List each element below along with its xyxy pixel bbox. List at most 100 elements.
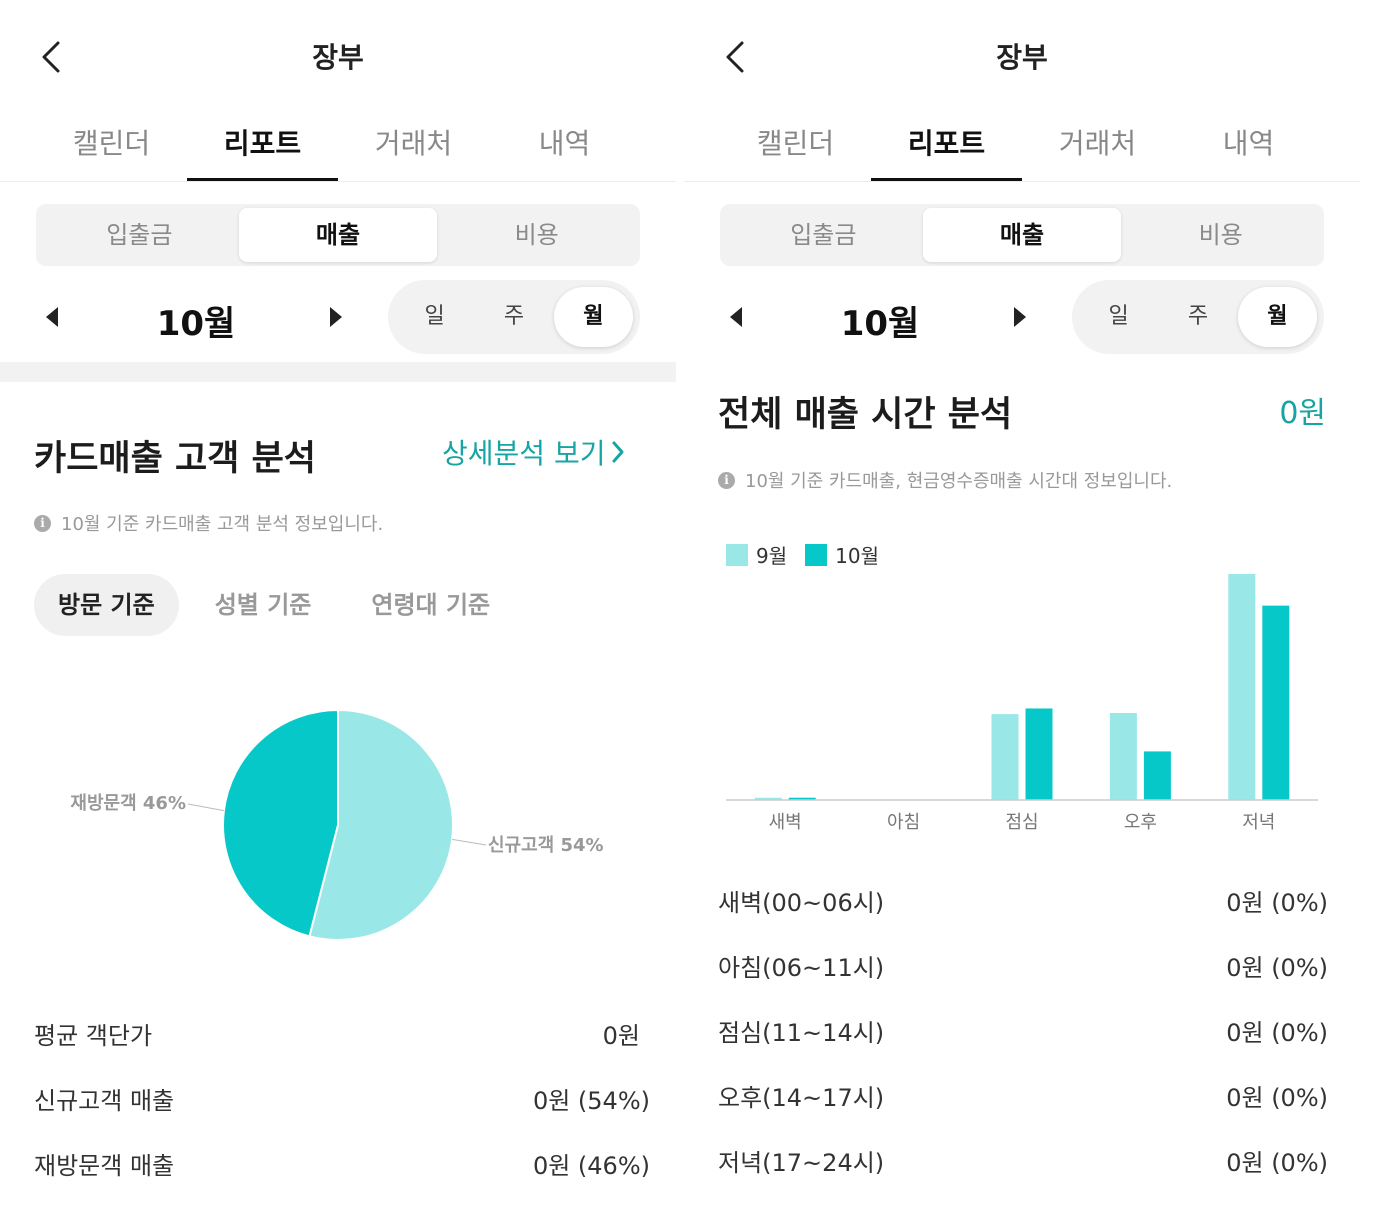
summary-label: 신규고객 매출 [34,1087,175,1115]
period-week[interactable]: 주 [503,304,525,329]
summary-value: 0원 (46%) [532,1152,650,1180]
header: 장부 [0,0,676,110]
summary-label: 새벽(00~06시) [718,889,885,917]
summary-label: 점심(11~14시) [718,1019,885,1047]
pie-svg: 신규고객 54% 재방문객 46% [70,708,604,941]
time-summary-list: 새벽(00~06시) 0원 (0%) 아침(06~11시) 0원 (0%) 점심… [718,868,1328,1193]
bar-sep-3 [1109,712,1137,800]
caret-left-icon[interactable] [730,307,744,327]
tab-partners[interactable]: 거래처 [374,127,453,160]
tab-report[interactable]: 리포트 [187,112,338,182]
summary-label: 평균 객단가 [34,1022,153,1050]
caret-right-icon[interactable] [1012,307,1026,327]
period-toggle: 일 주 월 [388,280,640,354]
chevron-right-icon [612,441,624,463]
tab-report[interactable]: 리포트 [871,112,1022,182]
header: 장부 [684,0,1360,110]
summary-row: 새벽(00~06시) 0원 (0%) [718,868,1328,933]
right-screen: 장부 캘린더 리포트 거래처 내역 입출금 매출 비용 10월 일 주 월 전체… [684,0,1360,1215]
legend-item: 9월 [726,540,787,569]
summary-value: 0원 (0%) [1226,1149,1328,1177]
pie-slice-returning-customers [222,708,339,938]
period-day[interactable]: 일 [424,304,445,329]
caret-right-icon[interactable] [328,307,342,327]
tab-age-basis[interactable]: 연령대 기준 [371,591,491,619]
legend-item: 10월 [805,540,879,569]
report-type-segment: 입출금 매출 비용 [720,204,1324,266]
main-tabs: 캘린더 리포트 거래처 내역 [720,112,1324,182]
segment-deposit-withdrawal[interactable]: 입출금 [106,221,173,249]
summary-list: 평균 객단가 0원 신규고객 매출 0원 (54%) 재방문객 매출 0원 (4… [34,1001,650,1196]
period-month[interactable]: 월 [553,287,633,347]
segment-expenses[interactable]: 비용 [1198,221,1243,249]
x-axis-ticks: 새벽 아침 점심 오후 저녁 [769,812,1276,833]
period-day[interactable]: 일 [1108,304,1129,329]
segment-deposit-withdrawal[interactable]: 입출금 [790,221,857,249]
summary-row: 재방문객 매출 0원 (46%) [34,1131,650,1196]
x-tick-label: 오후 [1124,812,1157,833]
summary-value: 0원 (0%) [1226,954,1328,982]
summary-label: 오후(14~17시) [718,1084,885,1112]
segment-sales[interactable]: 매출 [238,208,438,262]
section-separator [0,362,676,382]
legend-swatch-oct [805,543,828,566]
summary-label: 저녁(17~24시) [718,1149,885,1177]
divider [0,181,676,182]
legend-label-sep: 9월 [756,544,788,568]
section-title: 전체 매출 시간 분석 [718,395,1013,435]
tab-partners[interactable]: 거래처 [1058,127,1137,160]
pie-label-new-customers: 신규고객 54% [488,835,604,856]
summary-row: 신규고객 매출 0원 (54%) [34,1066,650,1131]
tab-calendar[interactable]: 캘린더 [72,127,151,160]
tab-gender-basis[interactable]: 성별 기준 [214,591,312,619]
bar-sep-0 [754,797,782,800]
summary-value: 0원 (0%) [1226,1019,1328,1047]
legend-label-oct: 10월 [835,544,879,568]
x-tick-label: 아침 [887,812,920,833]
info-text: 10월 기준 카드매출, 현금영수증매출 시간대 정보입니다. [745,471,1173,492]
period-toggle: 일 주 월 [1072,280,1324,354]
summary-row: 아침(06~11시) 0원 (0%) [718,933,1328,998]
detail-link-label: 상세분석 보기 [442,437,606,470]
info-text: 10월 기준 카드매출 고객 분석 정보입니다. [61,514,384,535]
customer-pie-chart: 신규고객 54% 재방문객 46% [0,680,676,960]
summary-value: 0원 (0%) [1226,1084,1328,1112]
x-tick-label: 저녁 [1242,812,1275,833]
summary-label: 재방문객 매출 [34,1152,175,1180]
caret-left-icon[interactable] [46,307,60,327]
tab-history[interactable]: 내역 [1222,127,1275,160]
chevron-left-icon[interactable] [722,40,752,74]
period-week[interactable]: 주 [1187,304,1209,329]
segment-expenses[interactable]: 비용 [514,221,559,249]
pie-leader-return [187,803,224,812]
detail-analysis-link[interactable]: 상세분석 보기 [442,432,625,472]
bar-oct-0 [788,797,816,800]
pie-leader-new [452,838,487,846]
section-title: 카드매출 고객 분석 [34,439,316,479]
segment-sales[interactable]: 매출 [922,208,1122,262]
main-tabs: 캘린더 리포트 거래처 내역 [36,112,640,182]
total-amount: 0원 [1279,396,1326,431]
period-month[interactable]: 월 [1237,287,1317,347]
time-bar-chart: 새벽 아침 점심 오후 저녁 [726,574,1318,833]
month-selector: 10월 일 주 월 [720,280,1324,354]
bar-oct-2 [1025,708,1053,800]
page-title: 장부 [996,41,1048,74]
bar-oct-3 [1143,751,1171,800]
summary-label: 아침(06~11시) [718,954,885,982]
summary-value: 0원 (54%) [532,1087,650,1115]
info-note: i 10월 기준 카드매출 고객 분석 정보입니다. [34,510,383,536]
tab-history[interactable]: 내역 [538,127,591,160]
x-tick-label: 점심 [1005,812,1038,833]
summary-row: 점심(11~14시) 0원 (0%) [718,998,1328,1063]
legend-swatch-sep [726,543,748,566]
summary-value: 0원 [602,1022,640,1050]
left-screen: 장부 캘린더 리포트 거래처 내역 입출금 매출 비용 10월 일 주 월 카드… [0,0,676,1215]
chevron-left-icon[interactable] [38,40,68,74]
tab-calendar[interactable]: 캘린더 [756,127,835,160]
info-note: i 10월 기준 카드매출, 현금영수증매출 시간대 정보입니다. [718,467,1172,493]
tab-visit-basis[interactable]: 방문 기준 [34,574,179,636]
summary-value: 0원 (0%) [1226,889,1328,917]
summary-row: 저녁(17~24시) 0원 (0%) [718,1128,1328,1193]
divider [684,181,1360,182]
